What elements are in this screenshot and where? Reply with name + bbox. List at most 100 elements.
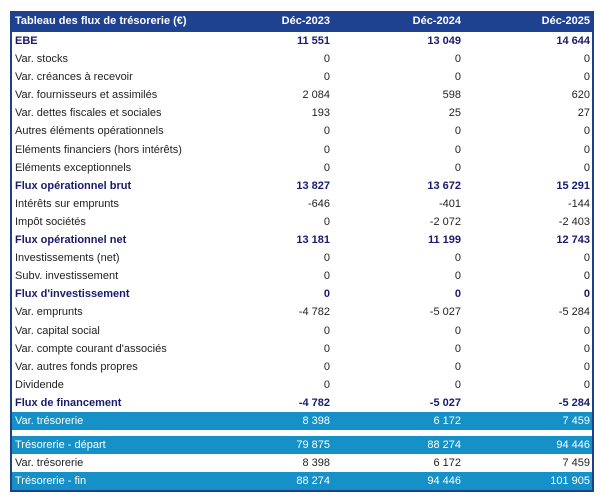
row-label: Investissements (net) bbox=[15, 252, 120, 265]
cell-value: 0 bbox=[454, 360, 461, 373]
cell-value: 11 551 bbox=[296, 35, 330, 47]
cell-value: -144 bbox=[567, 197, 590, 210]
cell-value: 0 bbox=[323, 324, 330, 337]
cell-value: 6 172 bbox=[433, 414, 461, 427]
cell-value: 0 bbox=[323, 342, 330, 355]
cell-value: -401 bbox=[438, 197, 461, 210]
table-row: Subv. investissement 0 0 0 bbox=[12, 267, 592, 285]
table-row: Var. capital social 0 0 0 bbox=[12, 322, 592, 340]
cell-value: 0 bbox=[583, 252, 590, 265]
table-row: Flux opérationnel net 13 181 11 199 12 743 bbox=[12, 231, 592, 249]
cell-value: 0 bbox=[583, 342, 590, 355]
cell-value: 0 bbox=[323, 215, 330, 228]
cell-value: 79 875 bbox=[296, 439, 330, 452]
cell-value: 14 644 bbox=[556, 35, 590, 47]
cell-value: 94 446 bbox=[427, 475, 461, 488]
cell-value: 0 bbox=[583, 270, 590, 283]
cell-value: 0 bbox=[323, 378, 330, 391]
table-row: Flux d'investissement 0 0 0 bbox=[12, 285, 592, 303]
cell-value: 13 672 bbox=[427, 179, 461, 192]
cell-value: 0 bbox=[583, 324, 590, 337]
row-label: Dividende bbox=[15, 378, 64, 391]
table-row: Var. trésorerie 8 398 6 172 7 459 bbox=[12, 411, 592, 431]
cell-value: 0 bbox=[583, 71, 590, 84]
row-label: Subv. investissement bbox=[15, 270, 119, 283]
row-label: Eléments financiers (hors intérêts) bbox=[15, 143, 182, 156]
row-label: Flux d'investissement bbox=[15, 288, 130, 301]
cell-value: 13 181 bbox=[296, 234, 330, 247]
cell-value: 0 bbox=[583, 53, 590, 66]
row-label: Intérêts sur emprunts bbox=[15, 197, 119, 210]
cell-value: -5 027 bbox=[429, 396, 461, 409]
cell-value: 8 398 bbox=[302, 414, 330, 427]
cell-value: 15 291 bbox=[556, 179, 590, 192]
cell-value: 620 bbox=[571, 89, 590, 102]
cell-value: 11 199 bbox=[427, 234, 461, 247]
cell-value: 0 bbox=[454, 161, 461, 174]
column-header: Déc-2023 bbox=[281, 15, 330, 27]
cell-value: 94 446 bbox=[556, 439, 590, 452]
table-row: Flux opérationnel brut 13 827 13 672 15 291 bbox=[12, 177, 592, 195]
table-row: Flux de financement -4 782 -5 027 -5 284 bbox=[12, 394, 592, 412]
cell-value: 0 bbox=[454, 270, 461, 283]
cell-value: 0 bbox=[583, 288, 590, 301]
row-label: Trésorerie - départ bbox=[15, 439, 106, 452]
cell-value: 101 905 bbox=[550, 475, 590, 488]
cell-value: -646 bbox=[307, 197, 330, 210]
cell-value: 13 827 bbox=[296, 179, 330, 192]
row-label: Trésorerie - fin bbox=[15, 475, 87, 488]
cell-value: 0 bbox=[454, 342, 461, 355]
cell-value: -2 403 bbox=[558, 215, 590, 228]
cell-value: 0 bbox=[323, 252, 330, 265]
cell-value: 0 bbox=[323, 360, 330, 373]
cell-value: 0 bbox=[323, 161, 330, 174]
cell-value: 7 459 bbox=[562, 414, 590, 427]
table-row: Dividende 0 0 0 bbox=[12, 376, 592, 394]
row-label: Var. créances à recevoir bbox=[15, 71, 133, 84]
row-label: Var. autres fonds propres bbox=[15, 360, 138, 373]
cell-value: 0 bbox=[454, 71, 461, 84]
cell-value: -5 284 bbox=[558, 306, 590, 319]
table-row: Var. stocks 0 0 0 bbox=[12, 50, 592, 68]
cell-value: 0 bbox=[454, 324, 461, 337]
cell-value: 0 bbox=[323, 53, 330, 66]
cell-value: 0 bbox=[454, 125, 461, 138]
cell-value: 0 bbox=[454, 252, 461, 265]
row-label: Eléments exceptionnels bbox=[15, 161, 132, 174]
cell-value: 12 743 bbox=[556, 234, 590, 247]
spacer bbox=[12, 430, 592, 437]
row-label: Flux opérationnel brut bbox=[15, 179, 132, 192]
row-label: Var. emprunts bbox=[15, 306, 83, 319]
row-label: Var. dettes fiscales et sociales bbox=[15, 107, 162, 120]
cell-value: 88 274 bbox=[427, 439, 461, 452]
cell-value: 0 bbox=[454, 378, 461, 391]
row-label: Flux de financement bbox=[15, 396, 122, 409]
cell-value: 598 bbox=[442, 89, 461, 102]
table-title: Tableau des flux de trésorerie (€) bbox=[15, 15, 187, 27]
cell-value: 0 bbox=[583, 125, 590, 138]
cell-value: -5 027 bbox=[429, 306, 461, 319]
cell-value: -4 782 bbox=[298, 396, 330, 409]
table-row: Trésorerie - départ 79 875 88 274 94 446 bbox=[12, 436, 592, 455]
cell-value: 0 bbox=[323, 125, 330, 138]
row-label: Impôt sociétés bbox=[15, 215, 86, 228]
cell-value: 7 459 bbox=[562, 457, 590, 470]
cell-value: 0 bbox=[323, 143, 330, 156]
table-row: Var. emprunts -4 782 -5 027 -5 284 bbox=[12, 303, 592, 321]
cell-value: 8 398 bbox=[302, 457, 330, 470]
row-label: Var. compte courant d'associés bbox=[15, 342, 167, 355]
cell-value: 0 bbox=[583, 143, 590, 156]
table-row: Var. fournisseurs et assimilés 2 084 598 62… bbox=[12, 86, 592, 104]
row-label: Var. capital social bbox=[15, 324, 100, 337]
cell-value: 0 bbox=[583, 161, 590, 174]
row-label: Var. trésorerie bbox=[15, 414, 84, 427]
table-row: Var. créances à recevoir 0 0 0 bbox=[12, 68, 592, 86]
cell-value: 0 bbox=[454, 288, 461, 301]
table-row: Var. dettes fiscales et sociales 193 25 27 bbox=[12, 104, 592, 122]
row-label: Var. trésorerie bbox=[15, 457, 84, 470]
table-row: Eléments financiers (hors intérêts) 0 0 0 bbox=[12, 141, 592, 159]
table-row: Var. autres fonds propres 0 0 0 bbox=[12, 358, 592, 376]
table-row: Var. trésorerie 8 398 6 172 7 459 bbox=[12, 454, 592, 472]
row-label: EBE bbox=[15, 35, 38, 47]
row-label: Var. fournisseurs et assimilés bbox=[15, 89, 158, 102]
